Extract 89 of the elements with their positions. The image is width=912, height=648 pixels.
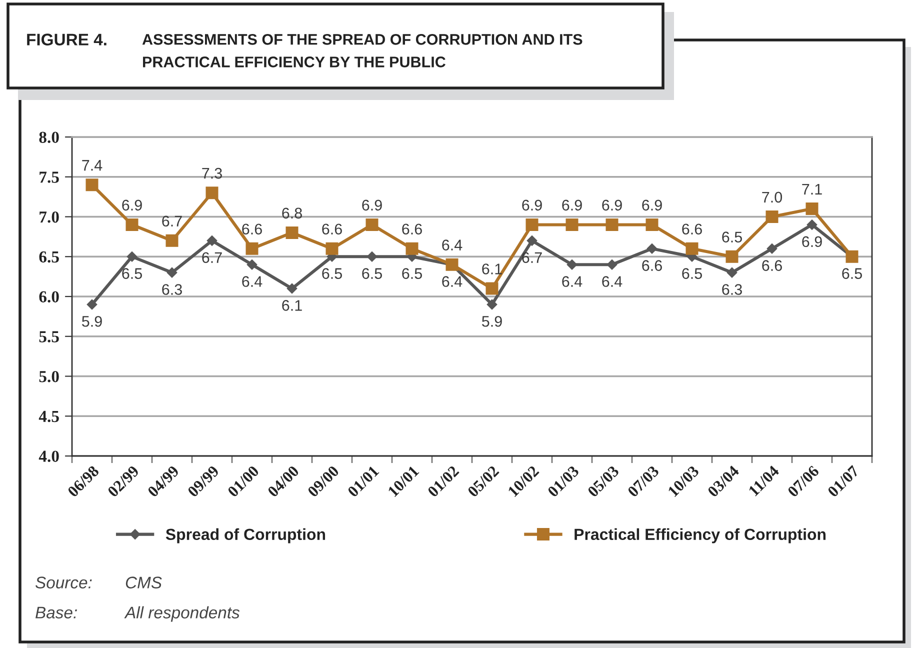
chart-subtitle: ASSESSMENTS OF THE SPREAD OF CORRUPTION AND ITS PRACTICAL EFFICIENCY BY THE PUBLIC bbox=[142, 34, 582, 68]
text: Base: bbox=[36, 606, 77, 618]
data-label: 6.4 bbox=[242, 276, 262, 287]
point bbox=[766, 210, 778, 223]
chart-title: FIGURE 4. bbox=[27, 34, 106, 46]
data-label: 6.6 bbox=[682, 224, 702, 235]
data-label: 6.9 bbox=[802, 236, 822, 248]
data-label: 6.4 bbox=[602, 276, 622, 287]
point bbox=[366, 218, 378, 231]
data-label: 6.6 bbox=[322, 224, 342, 235]
point bbox=[566, 259, 578, 270]
data-label: 6.3 bbox=[722, 284, 742, 295]
data-label: 6.6 bbox=[242, 224, 262, 235]
text: CMS bbox=[126, 576, 162, 588]
y-tick-label: 4.5 bbox=[38, 410, 59, 422]
point bbox=[86, 299, 98, 310]
y-tick-label: 5.5 bbox=[39, 331, 59, 342]
data-label: 6.5 bbox=[322, 268, 342, 279]
point bbox=[726, 267, 738, 278]
data-label: 6.5 bbox=[682, 268, 702, 279]
point bbox=[486, 282, 498, 295]
data-label: 6.7 bbox=[162, 216, 182, 227]
point bbox=[206, 186, 218, 200]
point bbox=[646, 218, 658, 231]
y-tick-label: 6.5 bbox=[39, 251, 59, 263]
point bbox=[766, 244, 778, 254]
legend-label: Spread of Corruption bbox=[166, 528, 326, 544]
data-label: 6.8 bbox=[282, 208, 302, 219]
data-label: 6.9 bbox=[642, 200, 662, 211]
data-label: 5.9 bbox=[82, 316, 102, 327]
point bbox=[526, 236, 538, 246]
data-label: 6.6 bbox=[762, 260, 782, 271]
point bbox=[286, 226, 298, 239]
data-label: 6.5 bbox=[362, 268, 382, 279]
point bbox=[606, 259, 618, 270]
point bbox=[486, 299, 498, 310]
point bbox=[326, 242, 338, 255]
point bbox=[286, 283, 298, 294]
point bbox=[686, 242, 698, 255]
text: All respondents bbox=[124, 606, 240, 622]
point bbox=[126, 218, 138, 231]
point bbox=[166, 267, 178, 278]
data-label: 5.9 bbox=[482, 316, 502, 327]
data-label: 6.4 bbox=[442, 276, 462, 287]
point bbox=[366, 252, 378, 262]
data-label: 6.7 bbox=[202, 252, 222, 264]
data-label: 6.5 bbox=[122, 268, 142, 279]
legend-label: Practical Efficiency of Corruption bbox=[574, 528, 826, 544]
point bbox=[606, 218, 618, 231]
data-label: 6.9 bbox=[602, 200, 622, 211]
data-label: 6.4 bbox=[442, 240, 462, 250]
source-note: Source: bbox=[35, 576, 92, 588]
data-label: 6.1 bbox=[482, 264, 502, 274]
y-tick-label: 6.0 bbox=[39, 291, 59, 303]
y-tick-label: 5.0 bbox=[39, 370, 59, 382]
data-label: 7.1 bbox=[802, 184, 822, 194]
point bbox=[806, 202, 818, 216]
data-label: 7.4 bbox=[82, 160, 102, 171]
y-tick-label: 8.0 bbox=[39, 132, 59, 144]
point bbox=[206, 236, 218, 246]
data-label: 6.7 bbox=[522, 252, 542, 264]
y-tick-label: 7.0 bbox=[40, 211, 59, 223]
point bbox=[646, 244, 658, 254]
point bbox=[166, 234, 178, 247]
point bbox=[126, 252, 138, 262]
data-label: 6.4 bbox=[562, 276, 582, 287]
data-label: 6.3 bbox=[162, 284, 182, 295]
data-label: 6.9 bbox=[122, 200, 142, 211]
data-label: 6.5 bbox=[722, 232, 742, 242]
data-label: 6.6 bbox=[402, 224, 422, 235]
data-label: 6.6 bbox=[642, 260, 662, 271]
data-label: 6.9 bbox=[522, 200, 542, 211]
point bbox=[406, 242, 418, 255]
data-label: 6.9 bbox=[362, 200, 382, 211]
point bbox=[806, 220, 818, 230]
point bbox=[246, 259, 258, 270]
data-label: 6.9 bbox=[562, 200, 582, 211]
y-tick-label: 7.5 bbox=[40, 172, 59, 183]
data-label: 6.5 bbox=[842, 268, 862, 279]
point bbox=[726, 250, 738, 263]
point bbox=[246, 242, 258, 255]
data-label: 7.0 bbox=[762, 192, 782, 203]
y-tick-label: 4.0 bbox=[38, 450, 59, 462]
point bbox=[526, 218, 538, 231]
data-label: 7.3 bbox=[202, 168, 222, 179]
point bbox=[566, 218, 578, 231]
data-label: 6.5 bbox=[402, 268, 422, 279]
point bbox=[86, 178, 98, 192]
data-label: 6.1 bbox=[282, 300, 302, 311]
